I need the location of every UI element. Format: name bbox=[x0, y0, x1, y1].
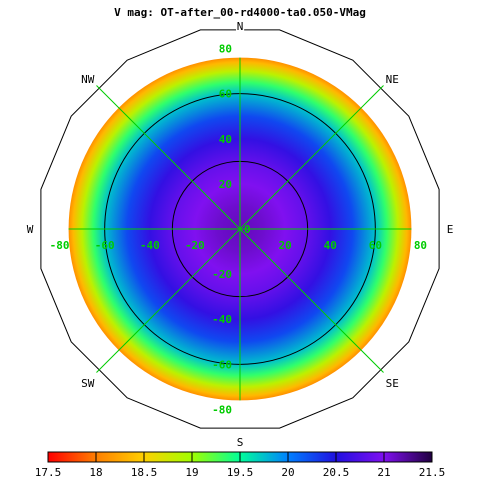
x-tick-label: 80 bbox=[414, 239, 427, 252]
x-tick-label: 60 bbox=[369, 239, 382, 252]
outer-ring bbox=[40, 29, 440, 429]
colorbar-label: 20 bbox=[281, 466, 294, 479]
colorbar-label: 21 bbox=[377, 466, 390, 479]
origin-tick-label: 0 bbox=[244, 223, 251, 236]
compass-label-nw: NW bbox=[81, 73, 95, 86]
colorbar-label: 21.5 bbox=[419, 466, 446, 479]
colorbar-label: 18.5 bbox=[131, 466, 158, 479]
y-tick-label: 20 bbox=[219, 178, 232, 191]
compass-label-e: E bbox=[447, 223, 454, 236]
x-tick-label: -40 bbox=[140, 239, 160, 252]
colorbar-label: 19 bbox=[185, 466, 198, 479]
compass-label-s: S bbox=[237, 436, 244, 449]
y-tick-label: -20 bbox=[212, 268, 232, 281]
x-tick-label: 40 bbox=[324, 239, 337, 252]
y-tick-label: 40 bbox=[219, 133, 232, 146]
axis-labels: -80 -60 -40 -20 20 40 60 80 80 60 40 20 -20 -40 -60 -80… bbox=[25, 19, 455, 451]
colorbar-label: 19.5 bbox=[227, 466, 254, 479]
colorbar-label: 20.5 bbox=[323, 466, 350, 479]
x-tick-label: -60 bbox=[95, 239, 115, 252]
x-tick-label: -80 bbox=[50, 239, 70, 252]
y-tick-label: -40 bbox=[212, 313, 232, 326]
chart-title: V mag: OT-after_00-rd4000-ta0.050-VMag bbox=[114, 6, 366, 19]
compass-label-n: N bbox=[237, 20, 244, 33]
colorbar: 17.5 18 18.5 19 19.5 20 20.5 21 21.5 bbox=[35, 451, 446, 479]
x-tick-label: 20 bbox=[278, 239, 291, 252]
colorbar-label: 18 bbox=[89, 466, 102, 479]
y-tick-label: -80 bbox=[212, 403, 232, 416]
compass-label-w: W bbox=[27, 223, 34, 236]
axis-ne-sw bbox=[96, 85, 384, 373]
polar-grid bbox=[40, 29, 440, 429]
colorbar-label: 17.5 bbox=[35, 466, 62, 479]
y-tick-label: 80 bbox=[219, 43, 232, 56]
compass-label-ne: NE bbox=[386, 73, 399, 86]
y-tick-label: -60 bbox=[212, 358, 232, 371]
compass-label-sw: SW bbox=[81, 377, 95, 390]
y-tick-label: 60 bbox=[219, 88, 232, 101]
x-tick-label: -20 bbox=[185, 239, 205, 252]
compass-label-se: SE bbox=[386, 377, 399, 390]
